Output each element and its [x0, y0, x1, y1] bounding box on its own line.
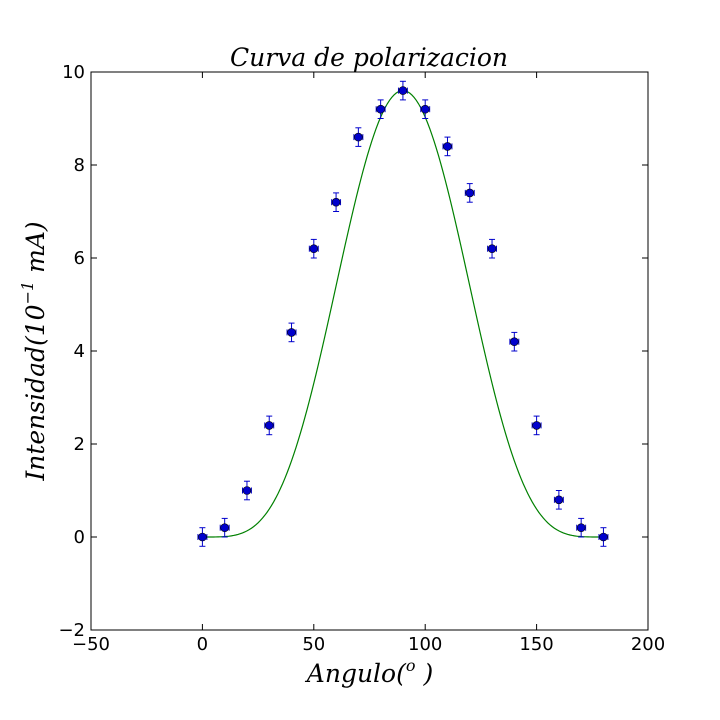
data-point	[553, 490, 564, 510]
y-axis-title: Intensidad(10−1 mA)	[18, 221, 50, 481]
data-point	[420, 99, 431, 119]
y-tick-label: 4	[74, 341, 85, 362]
data-point	[598, 527, 609, 547]
point-marker	[576, 523, 586, 533]
point-marker	[532, 421, 541, 430]
data-points	[197, 80, 609, 547]
x-axis-title-base: Angulo(	[305, 659, 407, 688]
y-tick-label: 0	[74, 527, 85, 548]
y-axis-title-sup: −1	[18, 281, 37, 305]
y-tick-label: 2	[74, 434, 85, 455]
data-point	[464, 183, 475, 203]
data-point	[308, 238, 319, 259]
point-marker	[510, 337, 519, 347]
point-marker	[331, 197, 341, 207]
point-marker	[287, 328, 296, 337]
point-marker	[242, 486, 252, 495]
point-marker	[465, 188, 475, 198]
data-point	[509, 331, 520, 352]
x-axis-title: Angulo(o )	[305, 656, 433, 688]
y-tick-label: 6	[74, 248, 85, 269]
point-marker	[398, 86, 408, 95]
y-tick-label: 8	[74, 155, 85, 176]
x-axis: −50 0 50 100 150 200	[72, 72, 665, 655]
data-point	[353, 127, 364, 147]
data-point	[242, 480, 252, 501]
x-axis-title-tail: )	[416, 659, 434, 688]
point-marker	[443, 142, 452, 151]
y-axis: −2 0 2 4 6 8 10	[58, 62, 648, 641]
point-marker	[376, 104, 385, 114]
x-tick-label: 150	[519, 634, 553, 655]
x-tick-label: 200	[631, 634, 665, 655]
point-marker	[554, 495, 564, 505]
plot-frame	[90, 71, 649, 631]
chart-title: Curva de polarizacion	[230, 43, 508, 72]
point-marker	[599, 532, 608, 542]
y-tick-label: −2	[58, 620, 85, 641]
data-point	[286, 322, 297, 343]
data-point	[197, 527, 208, 547]
data-point	[531, 415, 542, 436]
point-marker	[220, 523, 229, 533]
data-point	[397, 80, 408, 101]
data-point	[576, 517, 587, 538]
x-tick-label: −50	[72, 634, 110, 655]
point-marker	[354, 132, 363, 142]
x-tick-label: 0	[197, 634, 208, 655]
x-axis-title-sup: o	[406, 656, 416, 675]
data-point	[442, 136, 453, 157]
point-marker	[487, 244, 497, 253]
data-point	[264, 415, 275, 436]
data-point	[331, 192, 342, 212]
point-marker	[198, 532, 207, 542]
data-point	[375, 99, 386, 119]
point-marker	[420, 104, 430, 114]
data-point	[219, 517, 230, 538]
fit-curve	[202, 89, 604, 538]
x-tick-label: 100	[408, 634, 442, 655]
y-axis-title-base: Intensidad(10	[21, 304, 50, 481]
data-point	[487, 238, 497, 259]
y-tick-label: 10	[62, 62, 85, 83]
x-tick-label: 50	[302, 634, 325, 655]
y-axis-title-tail: mA)	[21, 221, 50, 280]
point-marker	[309, 244, 319, 253]
point-marker	[264, 421, 274, 430]
